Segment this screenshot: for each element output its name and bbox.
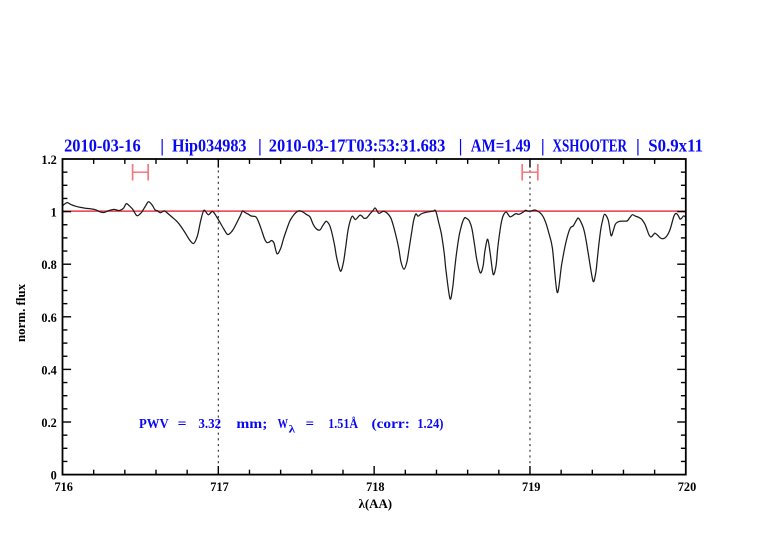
svg-text:718: 718 bbox=[366, 480, 384, 494]
svg-text:719: 719 bbox=[522, 480, 540, 494]
svg-text:0.8: 0.8 bbox=[41, 258, 56, 272]
svg-text:717: 717 bbox=[210, 480, 228, 494]
svg-text:716: 716 bbox=[54, 480, 72, 494]
svg-text:1.2: 1.2 bbox=[41, 153, 56, 167]
svg-text:norm. flux: norm. flux bbox=[14, 283, 28, 342]
svg-text:1: 1 bbox=[51, 206, 57, 220]
svg-text:λ(AA): λ(AA) bbox=[359, 497, 393, 511]
svg-text:2010-03-16|Hip034983|2010-03-1: 2010-03-16 | Hip034983 | 2010-03-17T03:53:31… bbox=[64, 135, 703, 155]
svg-text:0.4: 0.4 bbox=[41, 363, 56, 377]
svg-text:0: 0 bbox=[51, 469, 57, 483]
svg-text:0.2: 0.2 bbox=[41, 416, 56, 430]
svg-text:720: 720 bbox=[678, 480, 696, 494]
svg-text:0.6: 0.6 bbox=[41, 311, 56, 325]
